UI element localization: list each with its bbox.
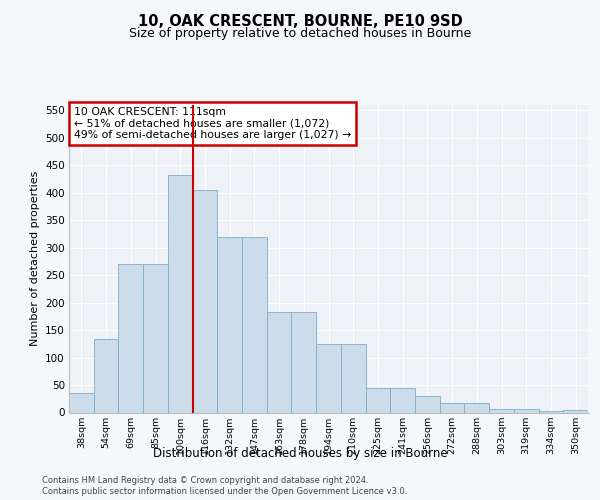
Bar xyxy=(94,340,118,412)
Bar xyxy=(341,344,365,412)
Text: 10, OAK CRESCENT, BOURNE, PE10 9SD: 10, OAK CRESCENT, BOURNE, PE10 9SD xyxy=(137,14,463,29)
Bar xyxy=(69,394,94,412)
Bar xyxy=(415,396,440,412)
Bar xyxy=(168,174,193,412)
Text: 10 OAK CRESCENT: 111sqm
← 51% of detached houses are smaller (1,072)
49% of semi: 10 OAK CRESCENT: 111sqm ← 51% of detache… xyxy=(74,106,352,140)
Bar xyxy=(143,264,168,412)
Bar xyxy=(292,312,316,412)
Bar xyxy=(390,388,415,412)
Bar xyxy=(563,410,588,412)
Bar xyxy=(489,409,514,412)
Bar xyxy=(440,402,464,412)
Text: Contains public sector information licensed under the Open Government Licence v3: Contains public sector information licen… xyxy=(42,487,407,496)
Bar xyxy=(242,237,267,412)
Bar xyxy=(267,312,292,412)
Bar xyxy=(365,388,390,412)
Bar xyxy=(217,237,242,412)
Bar xyxy=(514,409,539,412)
Bar xyxy=(464,402,489,412)
Bar xyxy=(316,344,341,412)
Text: Contains HM Land Registry data © Crown copyright and database right 2024.: Contains HM Land Registry data © Crown c… xyxy=(42,476,368,485)
Text: Distribution of detached houses by size in Bourne: Distribution of detached houses by size … xyxy=(152,448,448,460)
Bar xyxy=(118,264,143,412)
Bar xyxy=(193,190,217,412)
Text: Size of property relative to detached houses in Bourne: Size of property relative to detached ho… xyxy=(129,28,471,40)
Y-axis label: Number of detached properties: Number of detached properties xyxy=(29,171,40,346)
